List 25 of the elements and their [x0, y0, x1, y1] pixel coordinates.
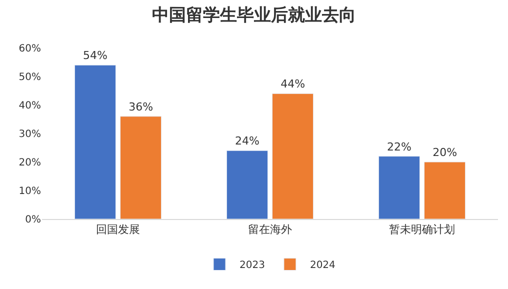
data-label: 44%	[280, 78, 306, 91]
y-tick-label: 60%	[18, 44, 41, 54]
bar	[378, 156, 420, 219]
x-tick-label: 暂未明确计划	[389, 223, 455, 236]
data-label: 54%	[82, 49, 108, 62]
bar	[226, 150, 268, 219]
data-label: 24%	[234, 134, 260, 148]
x-tick-label: 留在海外	[248, 223, 292, 236]
data-label: 22%	[386, 140, 412, 154]
bar	[272, 93, 314, 219]
data-label: 20%	[432, 146, 458, 159]
y-tick-label: 10%	[18, 186, 41, 197]
legend-label: 2023	[240, 260, 265, 272]
y-tick-label: 20%	[18, 158, 41, 168]
y-tick-label: 0%	[25, 214, 41, 226]
legend-label: 2024	[310, 260, 336, 272]
chart-title: 中国留学生毕业后就业去向	[152, 6, 356, 25]
y-tick-label: 50%	[18, 72, 41, 83]
y-tick-label: 30%	[18, 129, 41, 140]
bar	[424, 162, 466, 219]
x-tick-label: 回国发展	[96, 223, 140, 236]
bar	[74, 64, 116, 219]
data-label: 36%	[128, 100, 154, 114]
bar	[120, 116, 162, 219]
y-tick-label: 40%	[18, 100, 41, 112]
